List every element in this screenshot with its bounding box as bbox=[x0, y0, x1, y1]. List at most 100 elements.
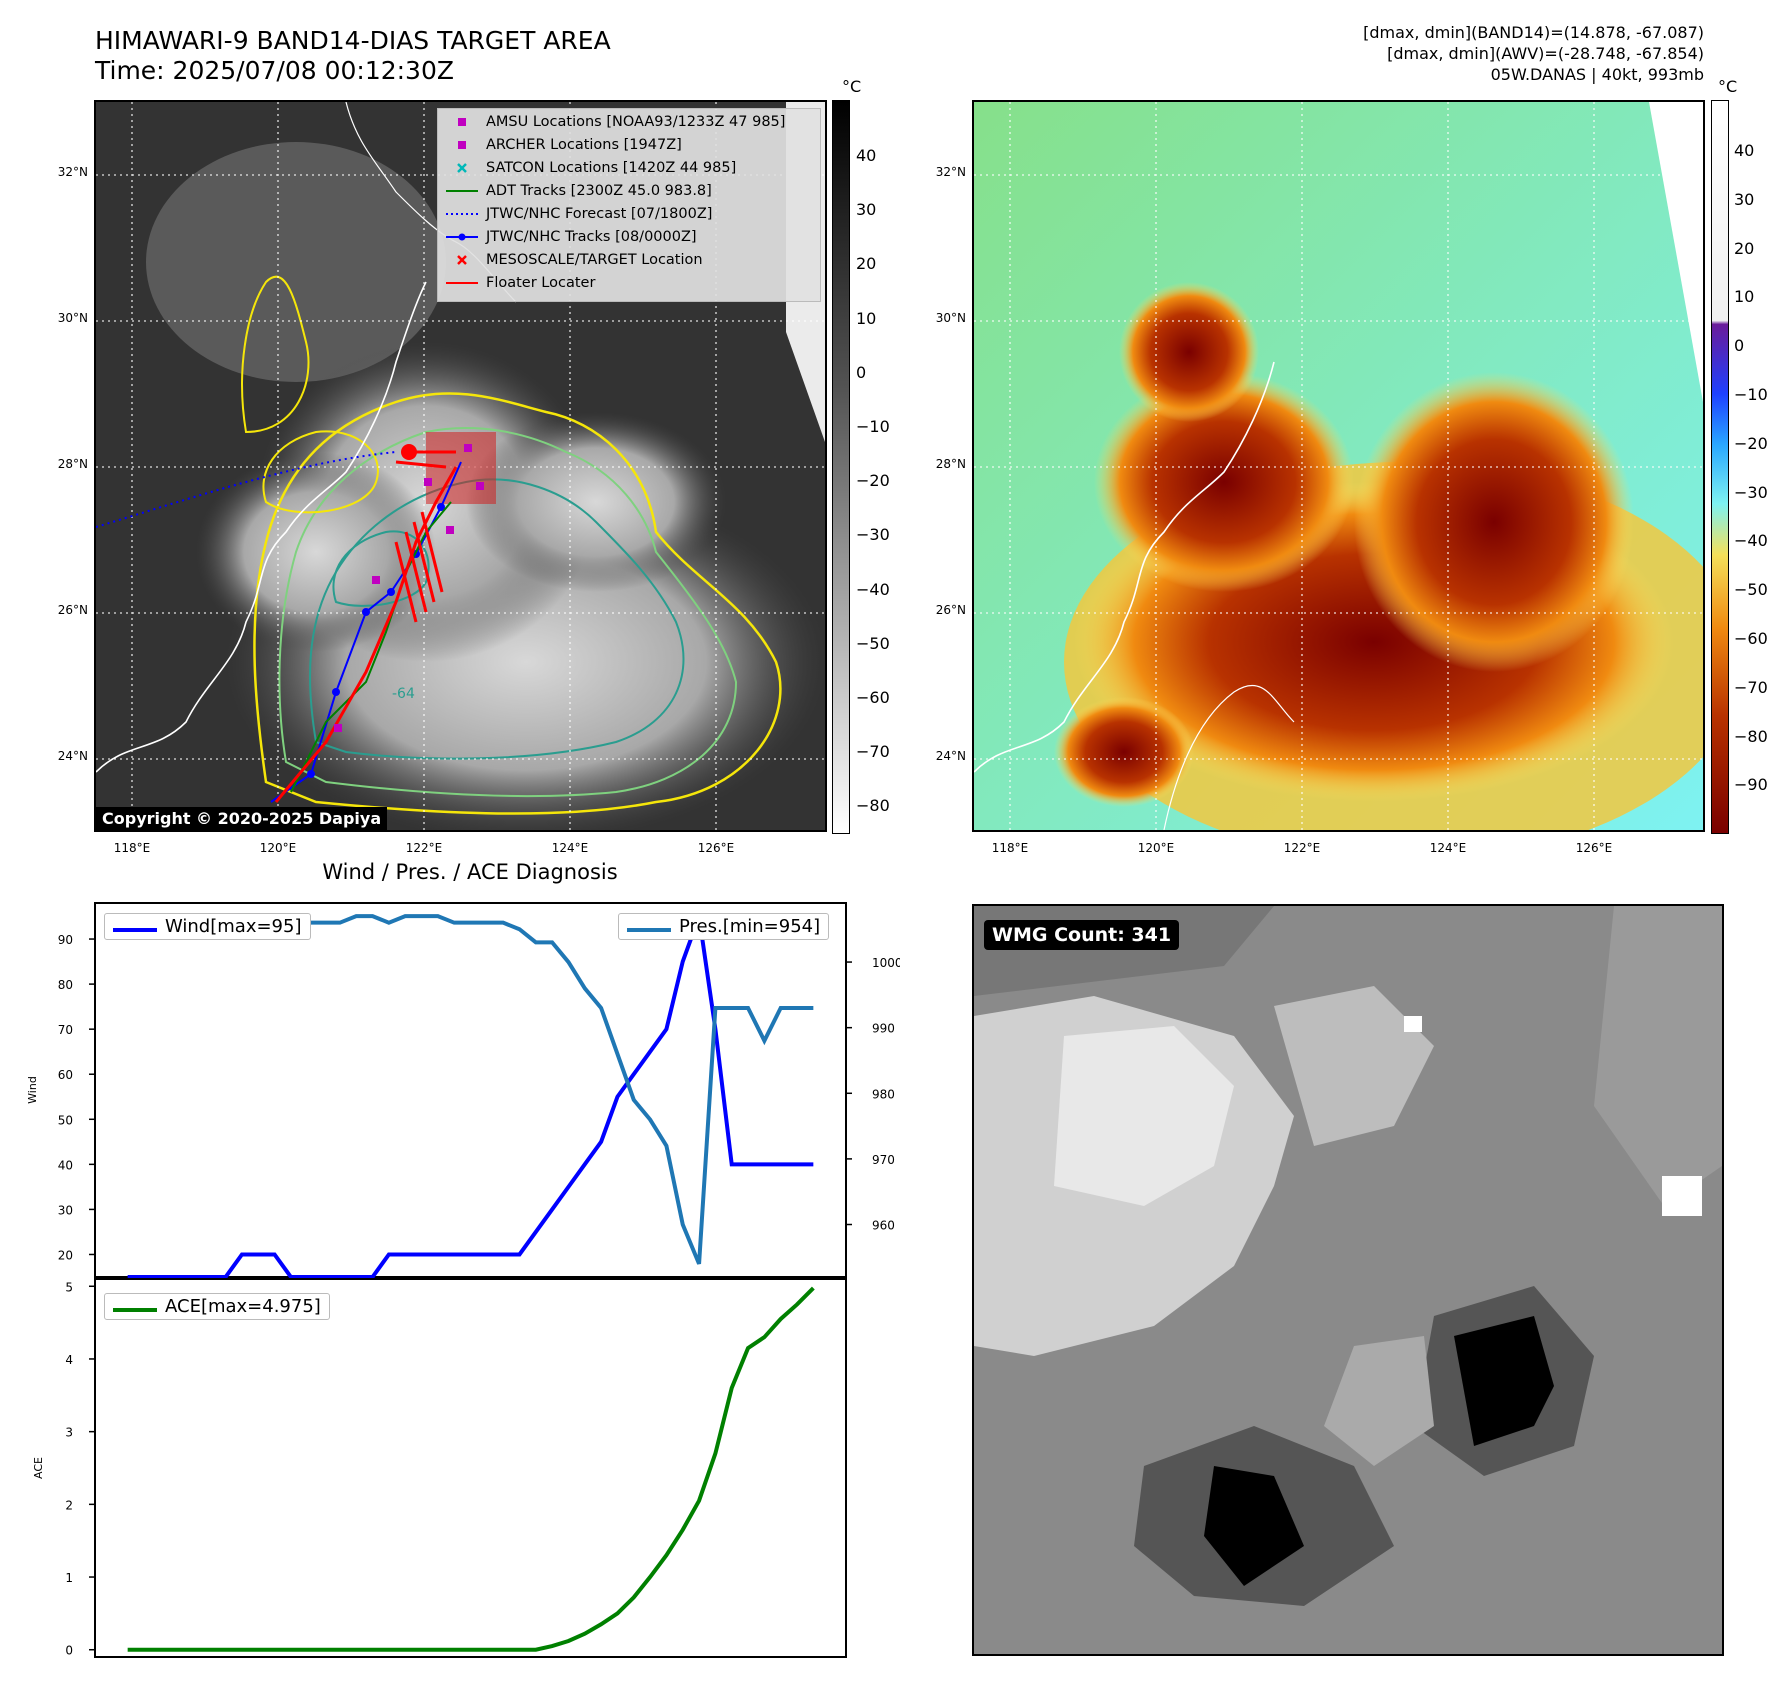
colorbar-tick: −30 bbox=[856, 525, 890, 545]
colorbar-tick: 20 bbox=[1734, 238, 1755, 258]
legend-item: JTWC/NHC Tracks [08/0000Z] bbox=[436, 226, 818, 249]
colorbar-tick: −90 bbox=[1734, 775, 1768, 795]
legend-item: SATCON Locations [1420Z 44 985] bbox=[436, 157, 818, 180]
y-tick-label: 80 bbox=[58, 978, 73, 992]
legend-item: MESOSCALE/TARGET Location bbox=[436, 249, 818, 272]
info-storm: 05W.DANAS | 40kt, 993mb bbox=[1490, 65, 1704, 84]
lat-label: 28°N bbox=[935, 457, 966, 471]
square-marker-icon bbox=[458, 141, 466, 149]
y-tick-label: 90 bbox=[58, 933, 73, 947]
lon-label: 120°E bbox=[1137, 841, 1175, 855]
dotted-marker-icon bbox=[446, 213, 478, 215]
wind-pres-plot: 20 30 40 50 60 70 80 90 960 970 980 990 1000 Wind Pres… bbox=[26, 902, 900, 1279]
colorbar-tick: 0 bbox=[856, 362, 867, 382]
color-colorbar-unit: °C bbox=[1718, 77, 1738, 96]
legend-wind: Wind[max=95] bbox=[104, 913, 311, 940]
colorbar-tick: −50 bbox=[1734, 580, 1768, 600]
y-tick-label: 5 bbox=[65, 1280, 73, 1294]
colorbar-tick: 40 bbox=[856, 146, 877, 165]
legend-item-label: ADT Tracks [2300Z 45.0 983.8] bbox=[486, 183, 712, 199]
colorbar-tick: −10 bbox=[856, 417, 890, 436]
color-colorbar bbox=[1711, 100, 1729, 834]
y-axis-label: ACE bbox=[32, 1457, 45, 1479]
lat-label: 32°N bbox=[935, 165, 966, 179]
lat-label: 32°N bbox=[57, 165, 88, 179]
line-marker-icon bbox=[446, 190, 478, 192]
y-tick-label: 70 bbox=[58, 1023, 73, 1037]
colorbar-tick: −30 bbox=[1734, 482, 1768, 502]
line-dot-marker-icon bbox=[446, 233, 478, 241]
colorbar-tick: −40 bbox=[1734, 531, 1768, 551]
lat-label: 30°N bbox=[57, 311, 88, 325]
info-band14: [dmax, dmin](BAND14)=(14.878, -67.087) bbox=[1363, 23, 1704, 42]
colorbar-tick: −20 bbox=[856, 471, 890, 491]
x-marker-icon bbox=[457, 163, 467, 173]
lon-label: 118°E bbox=[113, 841, 151, 855]
contour-label: -64 bbox=[392, 686, 415, 702]
legend-item-label: MESOSCALE/TARGET Location bbox=[486, 252, 703, 268]
lat-label: 26°N bbox=[935, 603, 966, 617]
colorbar-tick: −50 bbox=[856, 633, 890, 653]
lon-label: 124°E bbox=[551, 841, 589, 855]
colorbar-tick: 30 bbox=[856, 200, 877, 220]
y-right-tick-label: 1000 bbox=[872, 956, 900, 970]
legend-item: AMSU Locations [NOAA93/1233Z 47 985] bbox=[436, 111, 818, 134]
wmg-image bbox=[974, 906, 1722, 1654]
colorbar-tick: 20 bbox=[856, 254, 877, 274]
series-line-pressure bbox=[127, 914, 814, 1265]
lon-label: 122°E bbox=[1283, 841, 1321, 855]
y-tick-label: 30 bbox=[58, 1203, 73, 1217]
color-ir-map bbox=[974, 102, 1703, 830]
ace-chart: 0 1 2 3 4 5 ACE bbox=[32, 1278, 847, 1658]
y-tick-label: 60 bbox=[58, 1068, 73, 1082]
legend-wind-line bbox=[113, 928, 157, 932]
colorbar-tick: 10 bbox=[856, 308, 877, 328]
series-line-ace bbox=[127, 1286, 815, 1652]
colorbar-tick: 40 bbox=[1734, 141, 1755, 160]
map-legend bbox=[437, 108, 821, 302]
lat-label: 30°N bbox=[935, 311, 966, 325]
legend-ace-label: ACE[max=4.975] bbox=[165, 1296, 321, 1317]
chart-title: HIMAWARI-9 BAND14-DIAS TARGET AREA bbox=[95, 26, 611, 55]
y-axis-label: Wind bbox=[26, 1076, 39, 1104]
legend-item: ADT Tracks [2300Z 45.0 983.8] bbox=[436, 180, 818, 203]
legend-pres: Pres.[min=954] bbox=[618, 913, 830, 940]
info-awv: [dmax, dmin](AWV)=(-28.748, -67.854) bbox=[1387, 44, 1704, 63]
legend-item-label: Floater Locater bbox=[486, 275, 596, 291]
lat-label: 26°N bbox=[57, 603, 88, 617]
legend-item-label: JTWC/NHC Forecast [07/1800Z] bbox=[486, 206, 713, 222]
legend-wind-label: Wind[max=95] bbox=[165, 916, 302, 937]
legend-rows: AMSU Locations [NOAA93/1233Z 47 985] ARCH… bbox=[436, 107, 818, 303]
legend-pres-label: Pres.[min=954] bbox=[679, 916, 821, 937]
legend-item: JTWC/NHC Forecast [07/1800Z] bbox=[436, 203, 818, 226]
wind-pres-chart: 20 30 40 50 60 70 80 90 960 970 980 990 1000 Wind Pres… bbox=[26, 902, 900, 1279]
y-tick-label: 50 bbox=[58, 1113, 73, 1127]
colorbar-tick: 10 bbox=[1734, 287, 1755, 307]
lon-label: 122°E bbox=[405, 841, 443, 855]
wmg-panel: WMG Count: 341 bbox=[972, 904, 1724, 1656]
y-tick-label: 20 bbox=[58, 1248, 73, 1262]
colorbar-tick: −60 bbox=[1734, 629, 1768, 648]
lon-label: 124°E bbox=[1429, 841, 1467, 855]
ir-colorbar-unit: °C bbox=[842, 77, 862, 96]
info-block: [dmax, dmin](BAND14)=(14.878, -67.087) [… bbox=[1363, 22, 1704, 85]
diagnosis-title: Wind / Pres. / ACE Diagnosis bbox=[322, 860, 618, 884]
colorbar-tick: −80 bbox=[1734, 726, 1768, 746]
y-tick-label: 4 bbox=[65, 1353, 73, 1367]
colorbar-tick: −10 bbox=[1734, 385, 1768, 404]
y-tick-label: 3 bbox=[65, 1426, 73, 1440]
y-tick-label: 40 bbox=[58, 1158, 73, 1172]
lon-label: 118°E bbox=[991, 841, 1029, 855]
chart-time: Time: 2025/07/08 00:12:30Z bbox=[95, 56, 454, 85]
lon-label: 120°E bbox=[259, 841, 297, 855]
legend-ace-line bbox=[113, 1308, 157, 1312]
lon-label: 126°E bbox=[697, 841, 735, 855]
plot-frame bbox=[94, 902, 847, 1278]
y-tick-label: 2 bbox=[65, 1498, 73, 1512]
legend-item: ARCHER Locations [1947Z] bbox=[436, 134, 818, 157]
colorbar-tick: −70 bbox=[1734, 677, 1768, 697]
plot-frame bbox=[94, 1278, 847, 1658]
wmg-count: WMG Count: 341 bbox=[984, 920, 1180, 950]
ace-plot: 0 1 2 3 4 5 ACE bbox=[32, 1278, 847, 1658]
colorbar-tick: −80 bbox=[856, 796, 890, 816]
